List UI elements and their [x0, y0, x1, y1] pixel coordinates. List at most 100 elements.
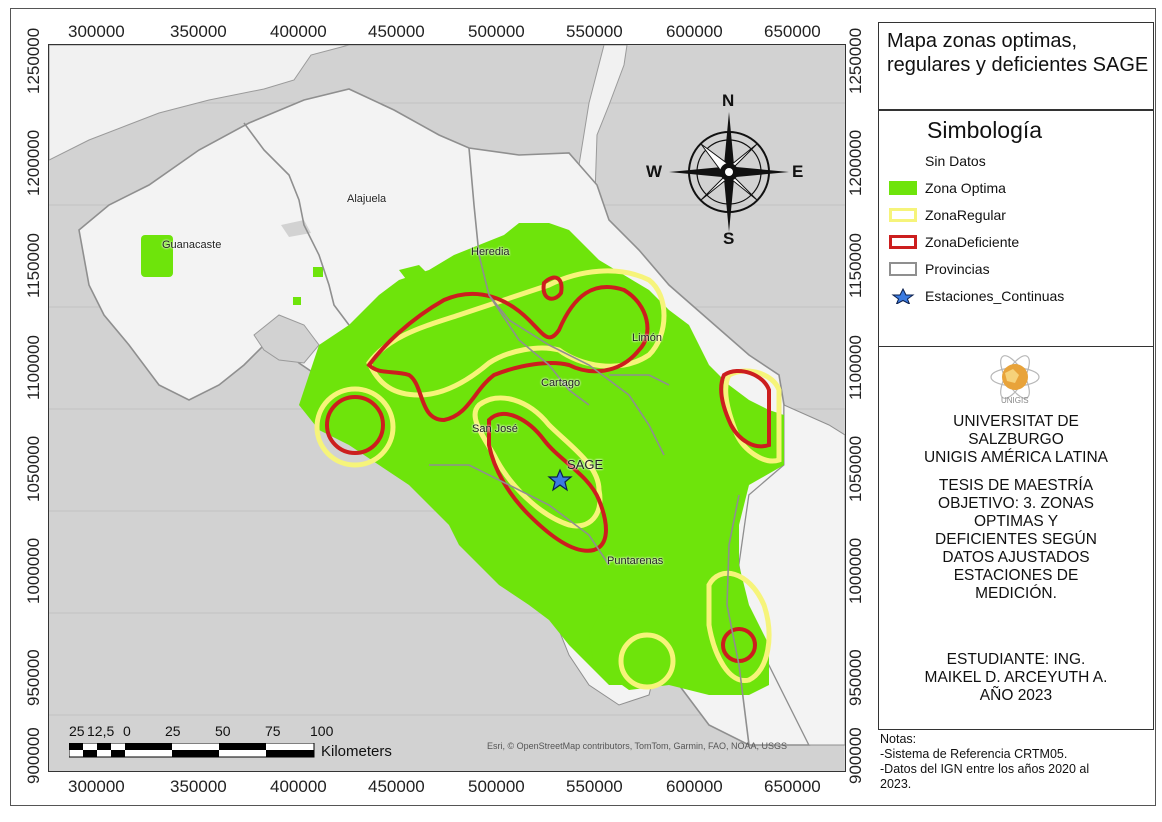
zona-optima-swatch-icon [889, 181, 917, 195]
legend-item-zona-deficiente: ZonaDeficiente [889, 232, 1019, 252]
station-star-icon[interactable] [547, 468, 573, 492]
legend-item-label: Sin Datos [925, 153, 986, 169]
x-tick-bottom: 350000 [170, 777, 227, 796]
y-tick-right: 1000000 [846, 537, 865, 604]
y-tick-right: 900000 [846, 727, 865, 784]
unigis-logo: UNIGIS [989, 353, 1041, 405]
zona-optima-layer [141, 223, 784, 695]
x-tick-top: 350000 [170, 22, 227, 41]
zona-regular-swatch-icon [889, 208, 917, 222]
thesis-info: TESIS DE MAESTRÍA OBJETIVO: 3. ZONAS OPT… [879, 477, 1153, 603]
land-panama [738, 404, 845, 746]
province-label: Guanacaste [162, 239, 222, 251]
y-tick-right: 1150000 [846, 233, 865, 298]
zona-deficiente-swatch-icon [889, 235, 917, 249]
map-frame[interactable]: Guanacaste Alajuela Heredia Limón Cartag… [48, 44, 846, 772]
info-line: OBJETIVO: 3. ZONAS [938, 495, 1094, 512]
scale-tick-label: 25 [69, 723, 85, 739]
info-line: TESIS DE MAESTRÍA [938, 477, 1094, 494]
x-tick-top: 450000 [368, 22, 425, 41]
student-info: ESTUDIANTE: ING. MAIKEL D. ARCEYUTH A. A… [879, 651, 1153, 705]
x-tick-bottom: 550000 [566, 777, 623, 796]
y-tick-left: 1250000 [24, 27, 43, 94]
province-label: San José [472, 423, 518, 435]
compass-north: N [722, 91, 735, 110]
scale-tick-label: 12,5 [87, 723, 115, 739]
y-tick-right: 1050000 [846, 435, 865, 502]
legend-item-sin-datos: Sin Datos [889, 151, 986, 171]
land-north [49, 45, 628, 256]
scale-tick-label: 25 [165, 723, 181, 739]
x-tick-top: 550000 [566, 22, 623, 41]
x-tick-top: 600000 [666, 22, 723, 41]
y-tick-left: 950000 [24, 649, 43, 706]
unigis-logo-icon [990, 355, 1040, 399]
y-tick-left: 1150000 [24, 233, 43, 298]
zona-regular-layer [314, 268, 782, 690]
y-tick-right: 1250000 [846, 27, 865, 94]
info-line: SALZBURGO [968, 431, 1064, 448]
info-line: AÑO 2023 [979, 687, 1053, 704]
legend-item-label: Estaciones_Continuas [925, 288, 1065, 304]
x-tick-top: 300000 [68, 22, 125, 41]
info-line: UNIGIS AMÉRICA LATINA [923, 449, 1109, 466]
x-tick-bottom: 300000 [68, 777, 125, 796]
legend-item-estaciones: Estaciones_Continuas [889, 286, 1064, 306]
y-tick-right: 1100000 [846, 335, 865, 400]
notes-box: Notas: -Sistema de Referencia CRTM05. -D… [880, 732, 1154, 792]
province-label: Puntarenas [607, 555, 664, 567]
map-attribution: Esri, © OpenStreetMap contributors, TomT… [487, 741, 788, 751]
x-tick-top: 400000 [270, 22, 327, 41]
scale-tick-label: 75 [265, 723, 281, 739]
scale-tick-label: 100 [310, 723, 334, 739]
y-tick-left: 1000000 [24, 537, 43, 604]
info-line: DEFICIENTES SEGÚN [935, 531, 1097, 548]
compass-east: E [792, 162, 804, 181]
info-line: ESTACIONES DE [953, 567, 1079, 584]
info-line: OPTIMAS Y [973, 513, 1059, 530]
info-line: ESTUDIANTE: ING. [946, 651, 1086, 668]
y-tick-left: 1050000 [24, 435, 43, 502]
station-label: SAGE [567, 457, 604, 472]
y-tick-left: 900000 [24, 727, 43, 784]
y-tick-left: 1200000 [24, 129, 43, 196]
x-tick-bottom: 500000 [468, 777, 525, 796]
outer-frame [10, 8, 1156, 806]
x-tick-bottom: 450000 [368, 777, 425, 796]
compass-south: S [723, 229, 735, 248]
province-label: Heredia [471, 246, 510, 258]
map-title: Mapa zonas optimas, regulares y deficien… [887, 30, 1149, 76]
legend-item-label: ZonaRegular [925, 207, 1006, 223]
y-tick-right: 1200000 [846, 129, 865, 196]
y-tick-left: 1100000 [24, 335, 43, 400]
notes-heading: Notas: [880, 732, 917, 746]
scale-bar-graphic [69, 743, 315, 758]
legend-box: Simbología Sin Datos Zona Optima ZonaReg… [878, 110, 1154, 348]
notes-line: 2023. [880, 777, 912, 791]
x-tick-bottom: 650000 [764, 777, 821, 796]
map-canvas [49, 45, 845, 771]
unigis-logo-text: UNIGIS [1001, 396, 1029, 405]
legend-heading: Simbología [927, 117, 1043, 143]
province-boundaries [243, 122, 750, 746]
province-label: Cartago [541, 377, 581, 389]
info-line: MAIKEL D. ARCEYUTH A. [924, 669, 1108, 686]
province-label: Alajuela [347, 193, 387, 205]
info-line: UNIVERSITAT DE [953, 413, 1079, 430]
compass-rose: N S W E [646, 91, 804, 248]
institution-name: UNIVERSITAT DE SALZBURGO UNIGIS AMÉRICA … [879, 413, 1153, 467]
institution-box: UNIGIS UNIVERSITAT DE SALZBURGO UNIGIS A… [878, 346, 1154, 730]
gulf-nicoya [253, 314, 320, 364]
legend-item-label: Zona Optima [925, 180, 1006, 196]
title-box: Mapa zonas optimas, regulares y deficien… [878, 22, 1154, 110]
legend-item-label: ZonaDeficiente [925, 234, 1020, 250]
legend-item-provincias: Provincias [889, 259, 990, 279]
scale-bar: 25 12,5 0 25 50 75 100 Kilometers [69, 723, 392, 763]
x-tick-bottom: 600000 [666, 777, 723, 796]
compass-west: W [646, 162, 663, 181]
provincias-swatch-icon [889, 262, 917, 276]
x-tick-top: 500000 [468, 22, 525, 41]
legend-item-label: Provincias [925, 261, 990, 277]
info-line: MEDICIÓN. [975, 585, 1057, 602]
compass-rose-icon [669, 112, 789, 232]
